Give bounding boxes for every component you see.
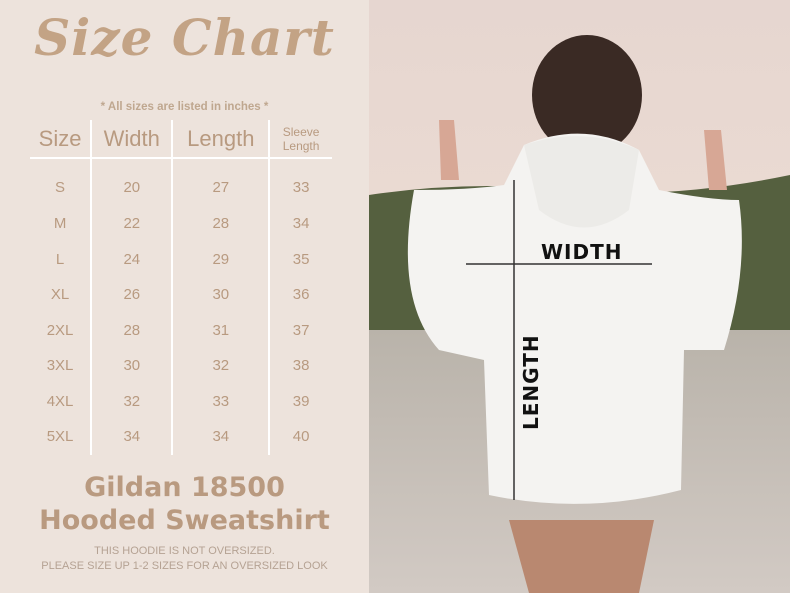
cell-size: 4XL — [30, 383, 93, 419]
header-size: Size — [30, 120, 93, 159]
cell-sleeve-length: 33 — [292, 179, 310, 196]
cell-length: 29 — [172, 241, 271, 277]
header-width: Width — [91, 120, 174, 159]
cell-sleeve-length: 38 — [292, 357, 310, 375]
cell-sleeve-length: 34 — [292, 215, 310, 233]
table-row: 4XL 32 33 39 — [30, 383, 332, 419]
chart-title: Size Chart — [34, 8, 335, 67]
cell-width: 34 — [91, 419, 174, 455]
cell-size: 3XL — [30, 348, 93, 384]
product-type: Hooded Sweatshirt — [39, 505, 330, 536]
cell-sleeve-length: 39 — [292, 392, 310, 410]
size-table: Size Width Length Sleeve Length S 20 27 33 M… — [30, 120, 332, 455]
cell-width: 22 — [91, 206, 174, 242]
cell-length: 28 — [172, 206, 271, 242]
product-model: Gildan 18500 — [84, 472, 285, 503]
disclaimer-line-2: PLEASE SIZE UP 1-2 SIZES FOR AN OVERSIZE… — [41, 560, 328, 572]
table-row: 3XL 30 32 38 — [30, 348, 332, 384]
cell-size: XL — [30, 277, 93, 313]
table-row: XL 26 30 36 — [30, 277, 332, 313]
cell-size: L — [30, 241, 93, 277]
cell-length: 33 — [172, 383, 271, 419]
table-row: M 22 28 34 — [30, 206, 332, 242]
cell-length: 30 — [172, 277, 271, 313]
disclaimer-line-1: THIS HOODIE IS NOT OVERSIZED. — [94, 545, 275, 557]
cell-width: 28 — [91, 312, 174, 348]
cell-width: 32 — [91, 383, 174, 419]
hoodie — [407, 133, 742, 504]
cell-sleeve-length: 36 — [292, 286, 310, 304]
cell-width: 24 — [91, 241, 174, 277]
cell-sleeve-length: 37 — [292, 321, 310, 339]
cell-size: S — [30, 158, 93, 206]
units-note: * All sizes are listed in inches * — [100, 101, 269, 113]
length-label: LENGTH — [519, 334, 543, 430]
cell-width: 30 — [91, 348, 174, 384]
cell-length: 34 — [172, 419, 271, 455]
hoodie-photo: WIDTH LENGTH — [369, 0, 790, 593]
cell-length: 32 — [172, 348, 271, 384]
header-sleeve-length: Sleeve Length — [269, 120, 332, 159]
cell-length: 31 — [172, 312, 271, 348]
cell-width: 20 — [91, 158, 174, 206]
hair — [532, 35, 642, 155]
cell-sleeve-length: 35 — [292, 250, 310, 268]
cell-size: M — [30, 206, 93, 242]
table-row: 2XL 28 31 37 — [30, 312, 332, 348]
header-length: Length — [172, 120, 271, 159]
table-row: L 24 29 35 — [30, 241, 332, 277]
table-row: 5XL 34 34 40 — [30, 419, 332, 455]
cell-length: 27 — [172, 158, 271, 206]
cell-size: 2XL — [30, 312, 93, 348]
cell-width: 26 — [91, 277, 174, 313]
width-label: WIDTH — [541, 240, 622, 264]
size-chart-panel: Size Chart * All sizes are listed in inc… — [0, 0, 369, 593]
cell-size: 5XL — [30, 419, 93, 455]
legs — [509, 520, 654, 593]
table-row: S 20 27 33 — [30, 158, 332, 206]
cell-sleeve-length: 40 — [292, 428, 310, 446]
